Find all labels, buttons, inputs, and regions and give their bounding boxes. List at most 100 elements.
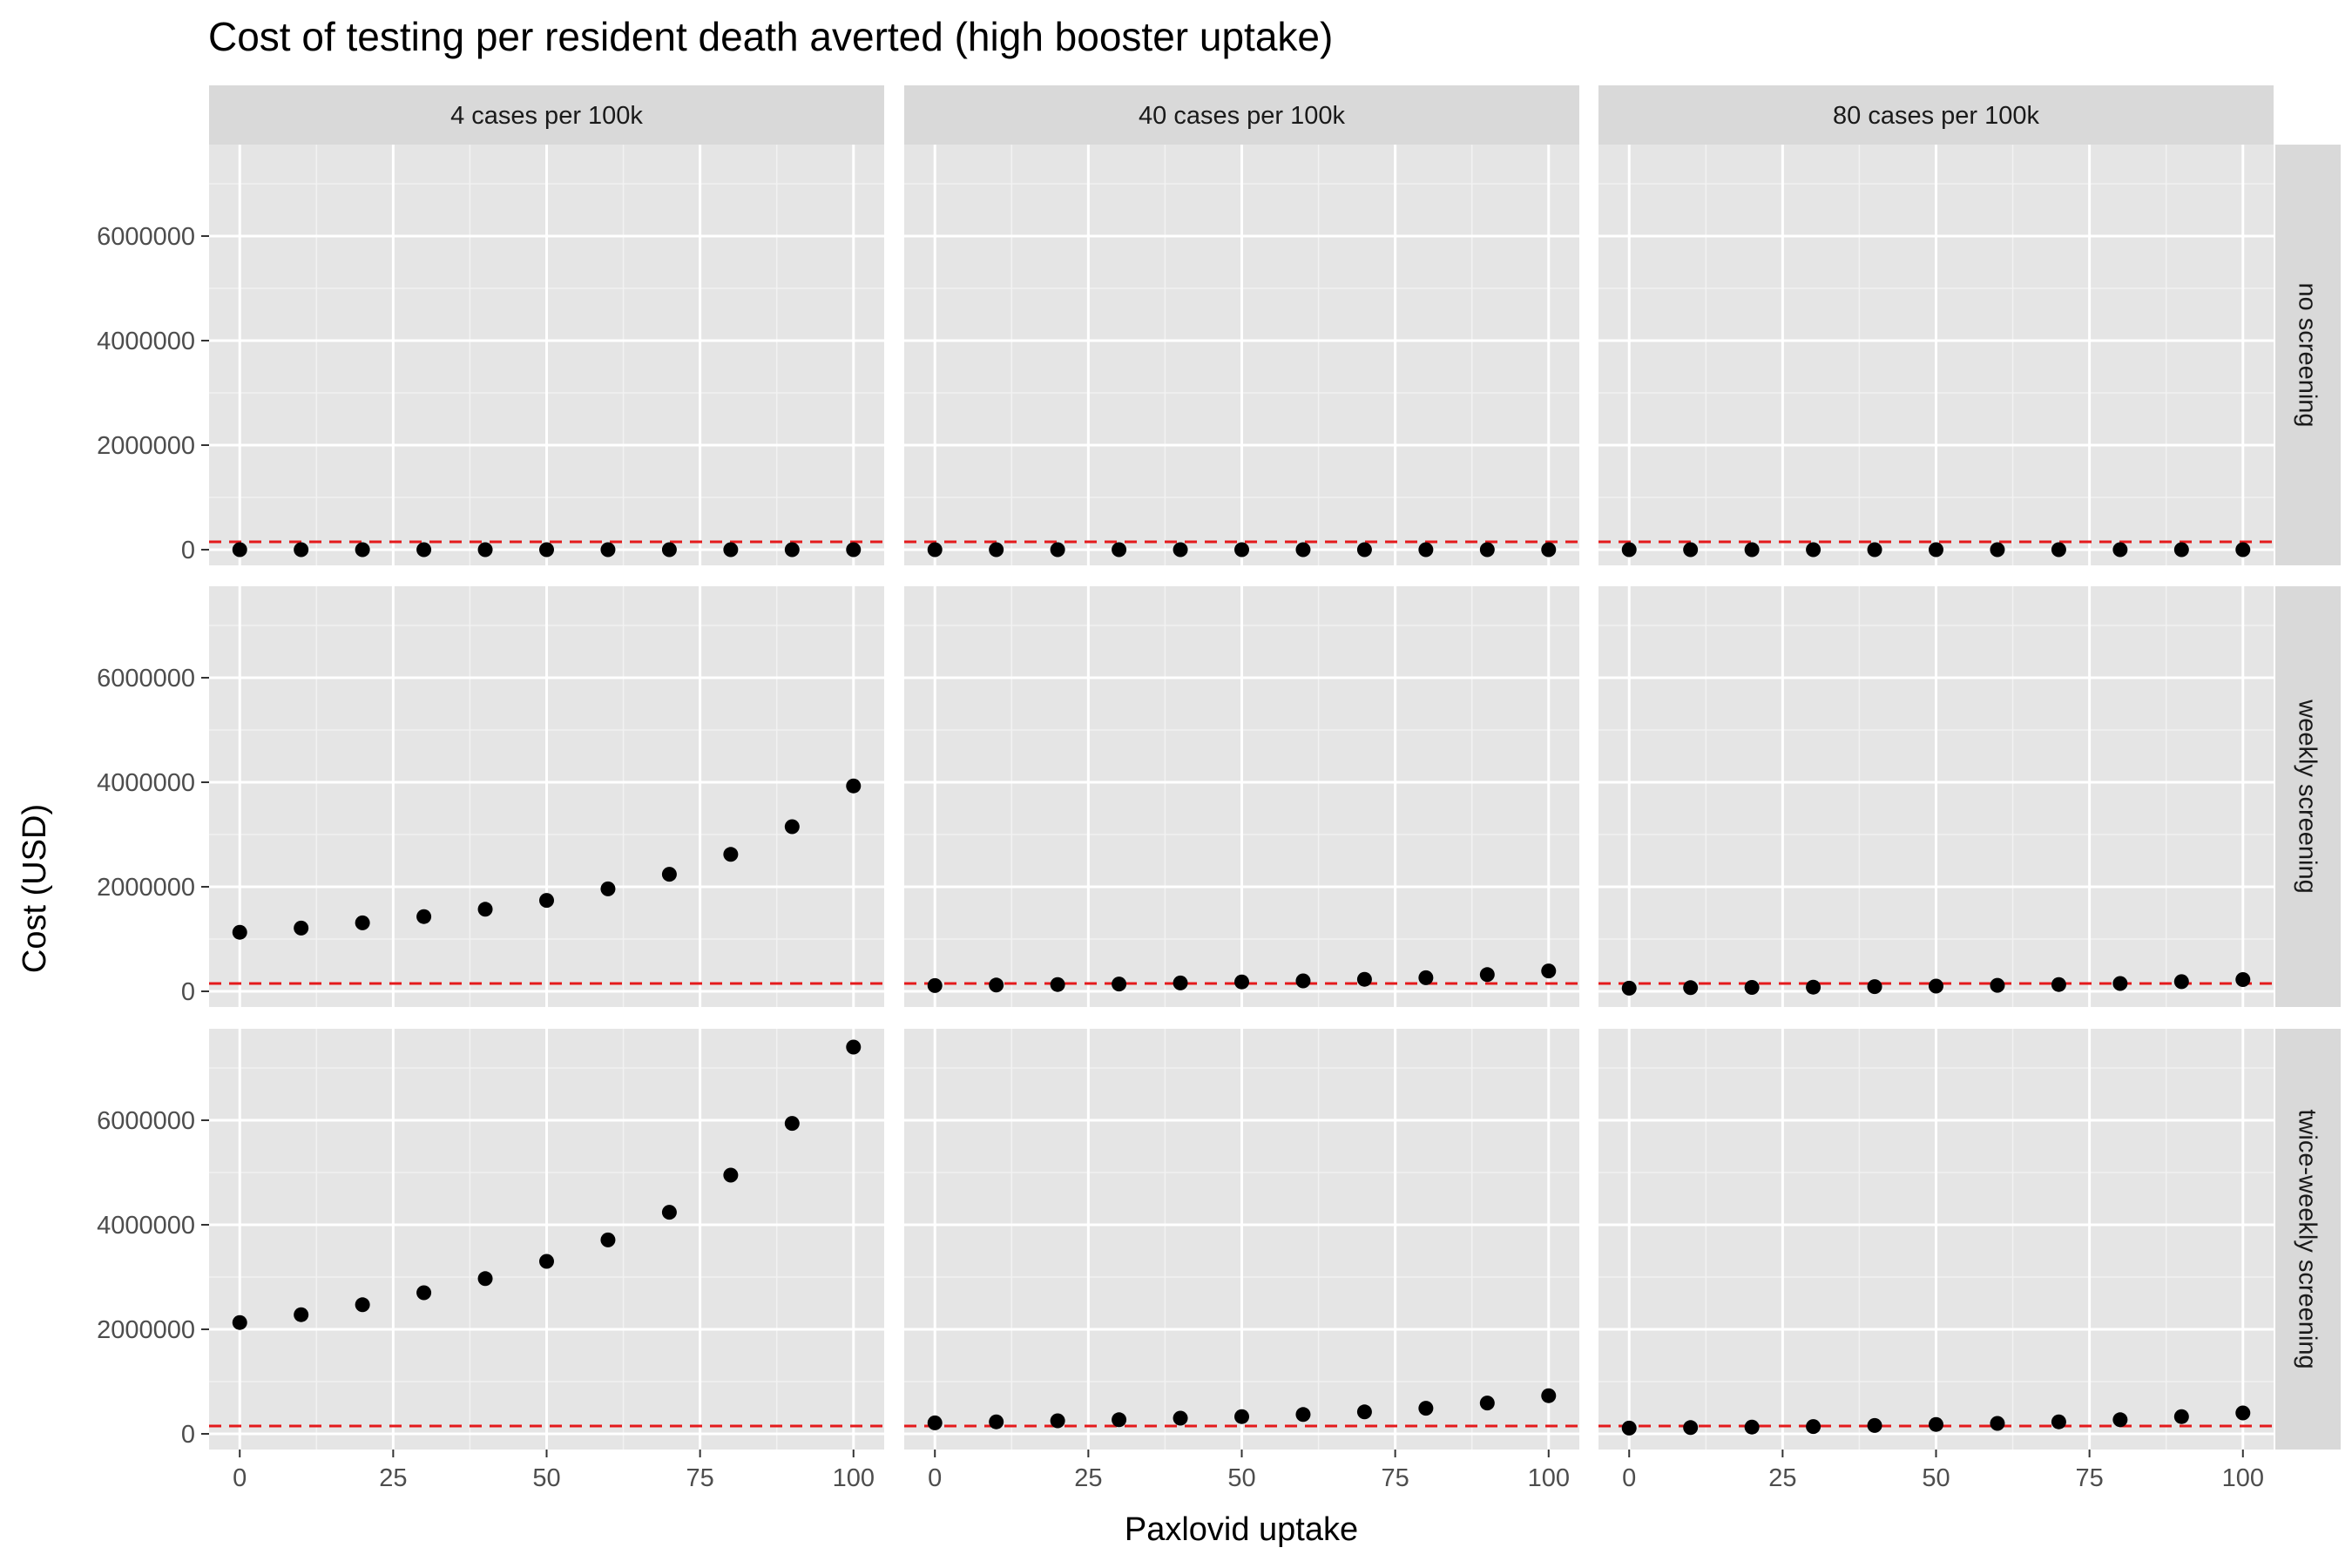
data-point <box>1050 542 1065 558</box>
data-point <box>846 542 862 558</box>
data-point <box>927 1415 943 1430</box>
row-strip-label: twice-weekly screening <box>2294 1109 2322 1369</box>
x-tick-label: 75 <box>686 1464 714 1492</box>
data-point <box>1867 1417 1882 1433</box>
data-point <box>1356 542 1372 558</box>
data-point <box>1112 542 1127 558</box>
facet-panels: 0 2000000 4000000 6000000 0 2000000 4000000 600… <box>97 85 2341 1492</box>
data-point <box>1867 979 1882 995</box>
data-point <box>355 915 370 930</box>
data-point <box>661 542 677 558</box>
data-point <box>1621 980 1637 996</box>
data-point <box>1234 542 1249 558</box>
data-point <box>232 924 247 940</box>
y-tick-label: 4000000 <box>97 769 195 797</box>
data-point <box>1418 970 1434 985</box>
y-tick-label: 4000000 <box>97 328 195 355</box>
column-strip-label: 40 cases per 100k <box>1139 102 1345 130</box>
x-tick-label: 25 <box>1074 1464 1102 1492</box>
column-strip-label: 80 cases per 100k <box>1833 102 2039 130</box>
data-point <box>989 977 1004 993</box>
data-point <box>1479 1396 1495 1411</box>
data-point <box>1990 542 2005 558</box>
y-tick-label: 6000000 <box>97 223 195 251</box>
data-point <box>1295 1407 1311 1423</box>
data-point <box>2173 1409 2189 1424</box>
row-strip-label: no screening <box>2294 282 2322 427</box>
data-point <box>1744 1419 1760 1435</box>
y-tick-label: 6000000 <box>97 1107 195 1135</box>
data-point <box>784 542 800 558</box>
x-tick-label: 100 <box>1528 1464 1570 1492</box>
data-point <box>1929 978 1943 994</box>
y-tick-label: 4000000 <box>97 1212 195 1240</box>
data-point <box>232 1315 247 1330</box>
data-point <box>2112 976 2128 991</box>
data-point <box>1683 980 1699 996</box>
data-point <box>2051 1414 2066 1429</box>
data-point <box>2051 977 2066 992</box>
data-point <box>539 893 554 909</box>
data-point <box>927 542 943 558</box>
data-point <box>1744 980 1760 995</box>
data-point <box>1050 1413 1065 1429</box>
data-point <box>1806 542 1821 558</box>
panel-r2-c1: 0 25 50 75 100 <box>904 1029 1579 1492</box>
data-point <box>927 977 943 993</box>
x-tick-label: 50 <box>1922 1464 1950 1492</box>
data-point <box>661 1205 677 1220</box>
data-point <box>1173 542 1188 558</box>
data-point <box>539 542 554 558</box>
data-point <box>539 1254 554 1269</box>
data-point <box>232 542 247 558</box>
data-point <box>477 542 493 558</box>
data-point <box>1683 1420 1699 1436</box>
data-point <box>477 902 493 917</box>
row-strip <box>2275 145 2341 565</box>
panel-r1-c1 <box>904 586 1579 1007</box>
data-point <box>1234 974 1249 990</box>
data-point <box>989 1414 1004 1429</box>
y-tick-label: 0 <box>181 978 195 1006</box>
data-point <box>1112 977 1127 992</box>
x-tick-label: 0 <box>233 1464 247 1492</box>
data-point <box>2235 972 2251 987</box>
data-point <box>846 778 862 794</box>
data-point <box>1418 1401 1434 1416</box>
data-point <box>723 847 739 862</box>
data-point <box>355 1297 370 1313</box>
column-strip-label: 4 cases per 100k <box>450 102 643 130</box>
data-point <box>1173 1410 1188 1426</box>
data-point <box>2235 1405 2251 1421</box>
data-point <box>294 1307 309 1322</box>
data-point <box>661 867 677 882</box>
data-point <box>1621 542 1637 558</box>
data-point <box>477 1271 493 1287</box>
x-tick-label: 0 <box>928 1464 942 1492</box>
data-point <box>1744 542 1760 558</box>
data-point <box>1050 977 1065 992</box>
data-point <box>600 1232 616 1247</box>
y-tick-label: 6000000 <box>97 665 195 693</box>
panel-r0-c1 <box>904 145 1579 565</box>
x-tick-label: 100 <box>2222 1464 2264 1492</box>
panel-r1-c0: 0 2000000 4000000 6000000 <box>97 586 884 1007</box>
panel-r2-c0: 0 2000000 4000000 6000000 0 25 50 75 100 <box>97 1029 884 1492</box>
data-point <box>355 542 370 558</box>
panel-r0-c0: 0 2000000 4000000 6000000 <box>97 145 884 565</box>
column-strip <box>209 85 884 145</box>
row-strip <box>2275 1029 2341 1450</box>
data-point <box>1541 542 1557 558</box>
data-point <box>1112 1412 1127 1428</box>
column-strip <box>1598 85 2274 145</box>
data-point <box>416 1285 432 1301</box>
data-point <box>1541 1388 1557 1403</box>
data-point <box>294 920 309 936</box>
data-point <box>416 542 432 558</box>
data-point <box>1806 1419 1821 1435</box>
y-tick-label: 2000000 <box>97 432 195 460</box>
x-tick-label: 50 <box>1227 1464 1255 1492</box>
data-point <box>294 542 309 558</box>
data-point <box>1234 1409 1249 1424</box>
data-point <box>1683 542 1699 558</box>
